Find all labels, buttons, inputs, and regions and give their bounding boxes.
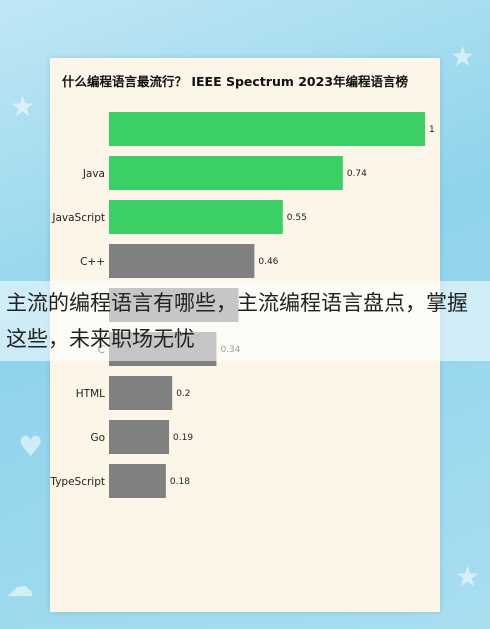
value-label: 0.19 (173, 433, 193, 443)
cloud-icon: ☁ (6, 570, 34, 603)
value-label: 0.74 (347, 169, 367, 179)
category-label: Go (90, 432, 105, 444)
bar-3 (109, 244, 255, 278)
category-label: HTML (76, 388, 105, 400)
chart-title: 什么编程语言最流行？ IEEE Spectrum 2023年编程语言榜 (62, 74, 409, 89)
category-label: TypeScript (50, 476, 105, 488)
caption-text: 主流的编程语言有哪些，主流编程语言盘点，掌握这些，未来职场无忧 (6, 291, 468, 351)
caption-overlay (0, 281, 490, 361)
bar-7 (109, 420, 170, 454)
bar-0 (109, 112, 425, 146)
category-label: C++ (80, 256, 105, 268)
value-label: 0.2 (176, 389, 190, 399)
value-label: 0.18 (170, 477, 190, 487)
bar-2 (109, 200, 283, 234)
category-label: JavaScript (51, 212, 105, 224)
star-icon: ★ (455, 560, 481, 593)
bar-1 (109, 156, 343, 190)
category-label: Java (82, 168, 105, 180)
value-label: 0.46 (258, 257, 278, 267)
heart-icon: ♥ (18, 430, 44, 463)
value-label: 0.55 (287, 213, 307, 223)
bar-8 (109, 464, 166, 498)
value-label: 1 (429, 125, 435, 135)
star-icon: ★ (10, 90, 36, 123)
bar-6 (109, 376, 173, 410)
star-icon: ★ (450, 40, 476, 73)
